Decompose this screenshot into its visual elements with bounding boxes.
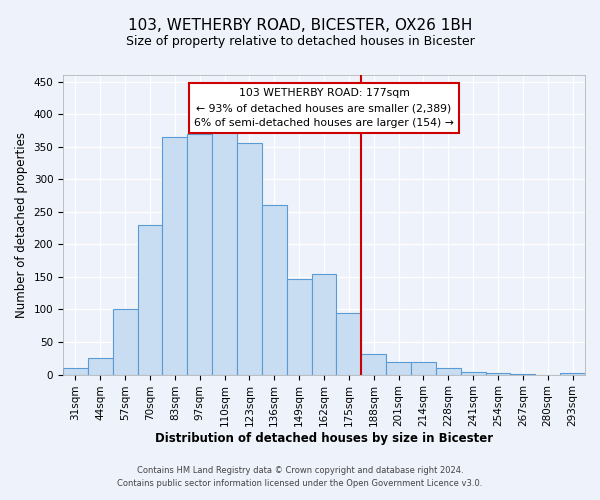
Bar	[386, 362, 411, 374]
Bar	[560, 372, 585, 374]
Bar	[212, 130, 237, 374]
Bar	[337, 312, 361, 374]
Text: Size of property relative to detached houses in Bicester: Size of property relative to detached ho…	[125, 35, 475, 48]
Bar	[163, 137, 187, 374]
Bar	[237, 144, 262, 374]
Bar	[311, 274, 337, 374]
Bar	[411, 362, 436, 374]
Bar	[187, 134, 212, 374]
Bar	[113, 310, 137, 374]
Bar	[361, 354, 386, 374]
Bar	[262, 206, 287, 374]
Bar	[88, 358, 113, 374]
Text: 103 WETHERBY ROAD: 177sqm
← 93% of detached houses are smaller (2,389)
6% of sem: 103 WETHERBY ROAD: 177sqm ← 93% of detac…	[194, 88, 454, 128]
Text: 103, WETHERBY ROAD, BICESTER, OX26 1BH: 103, WETHERBY ROAD, BICESTER, OX26 1BH	[128, 18, 472, 32]
Bar	[436, 368, 461, 374]
Bar	[63, 368, 88, 374]
Bar	[461, 372, 485, 374]
Bar	[137, 225, 163, 374]
Text: Contains HM Land Registry data © Crown copyright and database right 2024.
Contai: Contains HM Land Registry data © Crown c…	[118, 466, 482, 487]
X-axis label: Distribution of detached houses by size in Bicester: Distribution of detached houses by size …	[155, 432, 493, 445]
Bar	[287, 279, 311, 374]
Y-axis label: Number of detached properties: Number of detached properties	[15, 132, 28, 318]
